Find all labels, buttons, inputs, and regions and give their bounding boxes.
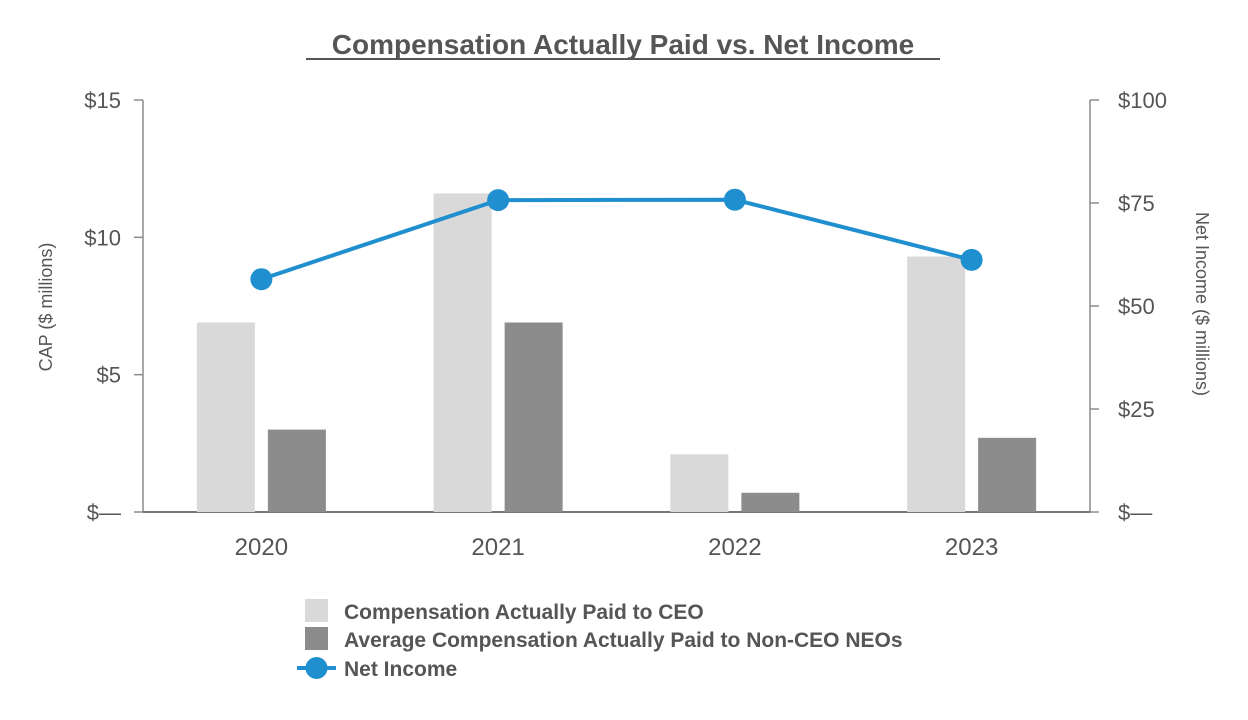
bar-ceo-cap xyxy=(670,454,729,512)
right-tick-label: $50 xyxy=(1118,294,1155,319)
right-tick-label: $— xyxy=(1118,500,1152,525)
chart-title-group: Compensation Actually Paid vs. Net Incom… xyxy=(306,29,940,60)
net-income-point xyxy=(960,248,983,271)
legend-label: Net Income xyxy=(344,658,457,681)
bar-ceo-cap xyxy=(433,193,492,513)
net-income-point xyxy=(723,188,746,211)
left-tick-label: $5 xyxy=(97,363,121,388)
x-tick-label: 2020 xyxy=(235,534,288,561)
legend-swatch-ceo xyxy=(305,599,328,622)
x-tick-label: 2021 xyxy=(471,534,524,561)
bar-neo-cap xyxy=(741,492,800,512)
left-tick-label: $10 xyxy=(84,225,121,250)
legend-label: Compensation Actually Paid to CEO xyxy=(344,601,704,624)
bar-ceo-cap xyxy=(907,256,966,512)
right-tick-label: $100 xyxy=(1118,88,1167,113)
x-tick-label: 2023 xyxy=(945,534,998,561)
x-tick-label: 2022 xyxy=(708,534,761,561)
left-tick-label: $15 xyxy=(84,88,121,113)
net-income-point xyxy=(487,189,510,212)
right-tick-label: $75 xyxy=(1118,191,1155,216)
legend-swatch-neo xyxy=(305,627,328,650)
legend: Compensation Actually Paid to CEO Average… xyxy=(297,599,903,681)
bar-neo-cap xyxy=(504,322,563,512)
legend-label: Average Compensation Actually Paid to No… xyxy=(344,629,903,652)
bar-neo-cap xyxy=(978,437,1037,512)
right-axis-title: Net Income ($ millions) xyxy=(1192,212,1212,396)
axes: $— $5 $10 $15 $— $25 $50 $75 $100 2020 2021 2022 202… xyxy=(84,88,1167,561)
net-income-point xyxy=(250,268,273,291)
bar-ceo-cap xyxy=(196,322,255,512)
legend-swatch-marker xyxy=(305,657,328,679)
net-income-line-group xyxy=(250,188,983,291)
net-income-line xyxy=(260,197,973,282)
left-axis-title: CAP ($ millions) xyxy=(36,243,56,372)
chart-title: Compensation Actually Paid vs. Net Incom… xyxy=(332,29,914,60)
left-tick-label: $— xyxy=(87,500,121,525)
right-tick-label: $25 xyxy=(1118,397,1155,422)
bars xyxy=(196,193,1037,513)
bar-neo-cap xyxy=(267,429,326,512)
